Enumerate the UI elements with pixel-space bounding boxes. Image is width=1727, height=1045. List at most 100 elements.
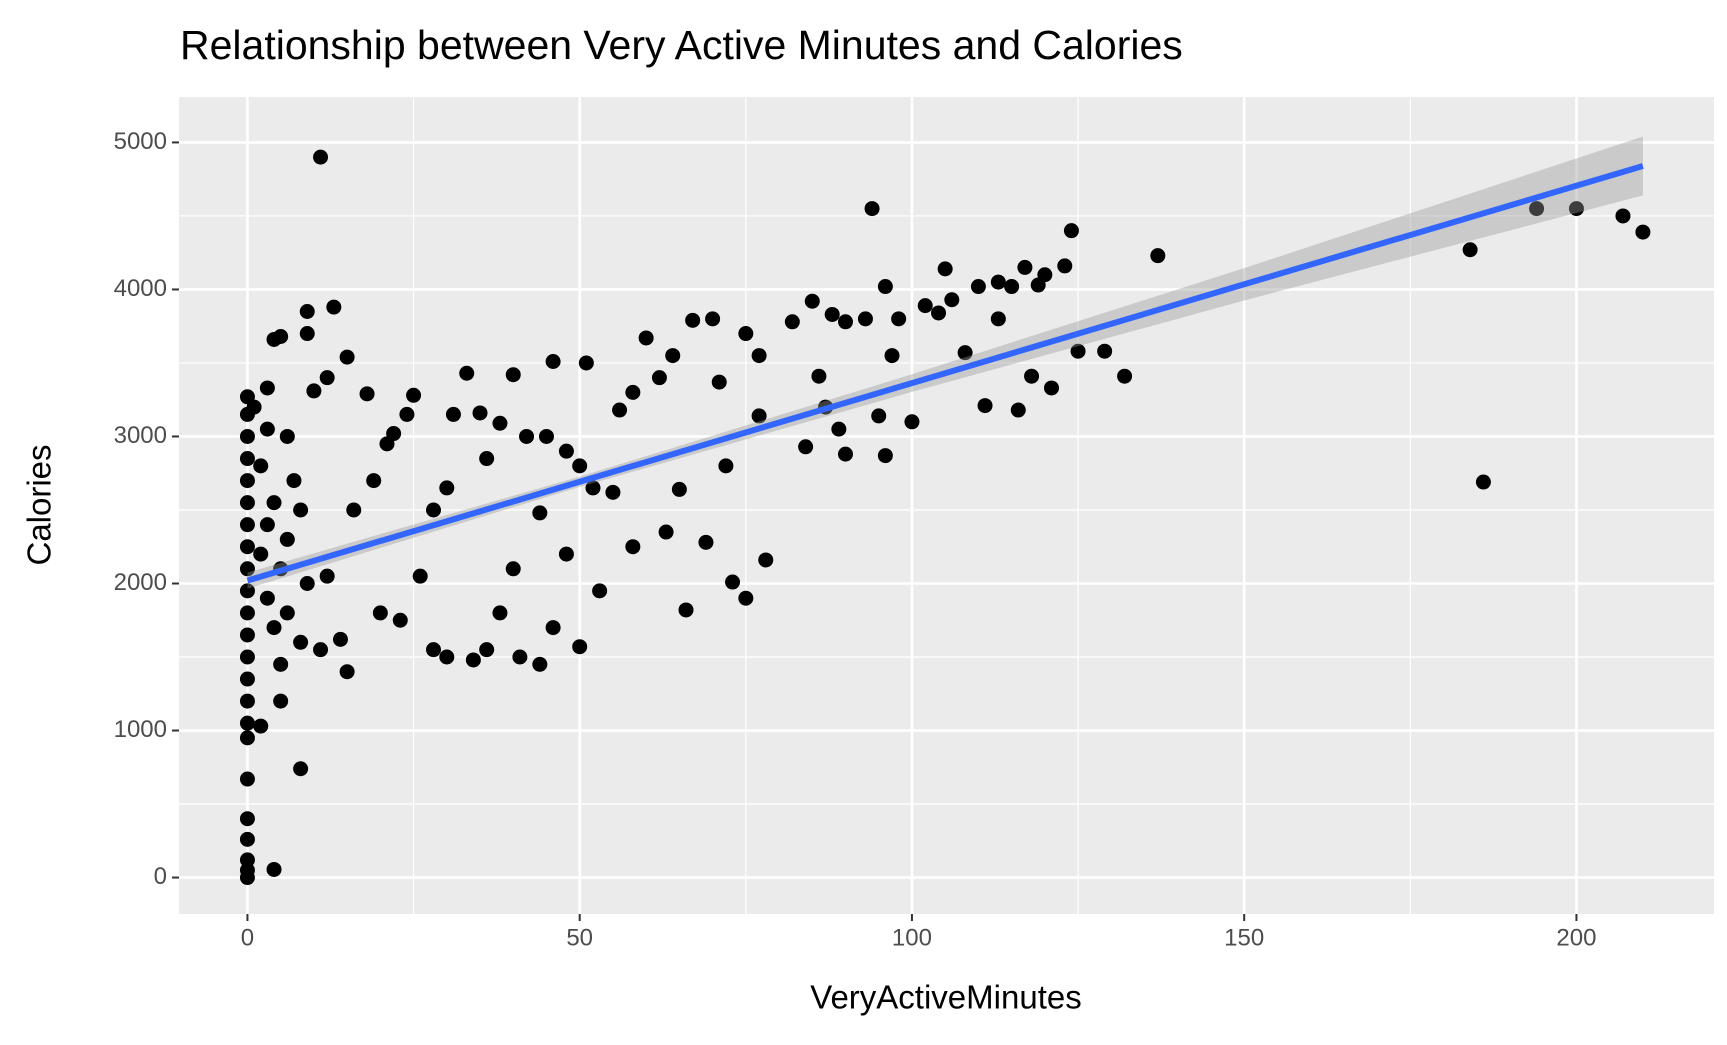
point (1097, 343, 1113, 359)
point (944, 292, 960, 308)
point (412, 568, 428, 584)
point (970, 279, 986, 295)
point (784, 314, 800, 330)
y-axis-title: Calories (21, 444, 58, 565)
point (538, 428, 554, 444)
point (891, 311, 907, 327)
point (651, 370, 667, 386)
point (585, 480, 601, 496)
point (519, 428, 535, 444)
point (239, 561, 255, 577)
y-tick-label: 4000 (114, 275, 167, 302)
point (658, 524, 674, 540)
point (239, 671, 255, 687)
point (239, 627, 255, 643)
point (705, 311, 721, 327)
point (239, 539, 255, 555)
point (293, 502, 309, 518)
point (977, 398, 993, 414)
point (1010, 402, 1026, 418)
point (279, 531, 295, 547)
point (545, 620, 561, 636)
point (273, 656, 289, 672)
point (558, 443, 574, 459)
point (372, 605, 388, 621)
point (864, 201, 880, 217)
point (313, 642, 329, 658)
point (492, 415, 508, 431)
point (638, 330, 654, 346)
point (532, 505, 548, 521)
point (751, 348, 767, 364)
point (738, 590, 754, 606)
point (1017, 259, 1033, 275)
point (279, 428, 295, 444)
y-tick-label: 0 (154, 863, 167, 890)
point (931, 305, 947, 321)
point (1043, 380, 1059, 396)
point (239, 715, 255, 731)
point (459, 365, 475, 381)
point (479, 642, 495, 658)
point (678, 602, 694, 618)
point (239, 605, 255, 621)
point (299, 575, 315, 591)
point (1615, 208, 1631, 224)
point (279, 605, 295, 621)
point (239, 730, 255, 746)
point (266, 620, 282, 636)
point (259, 590, 275, 606)
point (512, 649, 528, 665)
point (798, 439, 814, 455)
point (711, 374, 727, 390)
point (1475, 474, 1491, 490)
point (698, 534, 714, 550)
point (332, 631, 348, 647)
y-tick-label: 2000 (114, 569, 167, 596)
point (439, 480, 455, 496)
point (293, 634, 309, 650)
point (492, 605, 508, 621)
point (572, 458, 588, 474)
point (392, 612, 408, 628)
point (246, 399, 262, 415)
point (266, 861, 282, 877)
point (831, 421, 847, 437)
point (273, 693, 289, 709)
point (426, 642, 442, 658)
point (1462, 242, 1478, 258)
point (253, 718, 269, 734)
point (406, 387, 422, 403)
point (505, 367, 521, 383)
point (758, 552, 774, 568)
point (253, 546, 269, 562)
point (532, 656, 548, 672)
point (239, 583, 255, 599)
point (266, 331, 282, 347)
x-tick-label: 150 (1224, 924, 1264, 951)
point (837, 314, 853, 330)
point (239, 649, 255, 665)
point (751, 408, 767, 424)
y-tick-label: 1000 (114, 716, 167, 743)
point (1057, 258, 1073, 274)
point (339, 664, 355, 680)
point (1117, 368, 1133, 384)
point (239, 831, 255, 847)
point (625, 539, 641, 555)
chart-title: Relationship between Very Active Minutes… (180, 22, 1183, 68)
point (937, 261, 953, 277)
point (299, 326, 315, 342)
point (445, 406, 461, 422)
point (685, 312, 701, 328)
x-tick-label: 100 (892, 924, 932, 951)
point (266, 495, 282, 511)
point (1024, 368, 1040, 384)
point (239, 451, 255, 467)
point (319, 370, 335, 386)
point (319, 568, 335, 584)
point (386, 426, 402, 442)
point (904, 414, 920, 430)
y-tick-label: 3000 (114, 422, 167, 449)
point (824, 306, 840, 322)
